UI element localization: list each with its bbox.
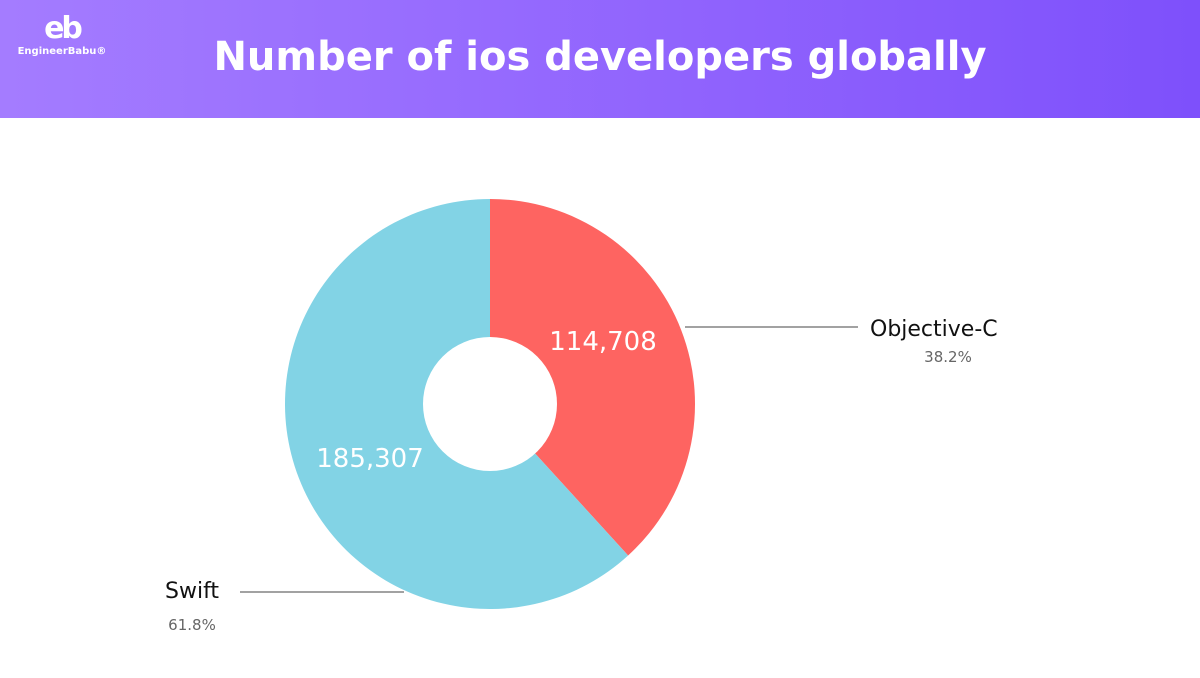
donut-hole bbox=[423, 337, 557, 471]
chart-title: Number of ios developers globally bbox=[213, 34, 987, 80]
header-banner: eb EngineerBabu® Number of ios developer… bbox=[0, 0, 1200, 118]
percent-label-objective-c: 38.2% bbox=[924, 348, 972, 366]
value-label-objective-c: 114,708 bbox=[549, 327, 657, 357]
legend-label-swift: Swift bbox=[165, 579, 219, 604]
logo-mark: eb bbox=[44, 11, 83, 46]
legend-label-objective-c: Objective-C bbox=[870, 317, 998, 342]
engineerbabu-logo: eb EngineerBabu® bbox=[14, 11, 110, 58]
logo-text: EngineerBabu® bbox=[17, 46, 107, 57]
percent-label-swift: 61.8% bbox=[168, 616, 216, 634]
slice-objective-c bbox=[490, 199, 696, 556]
value-label-swift: 185,307 bbox=[316, 444, 424, 474]
